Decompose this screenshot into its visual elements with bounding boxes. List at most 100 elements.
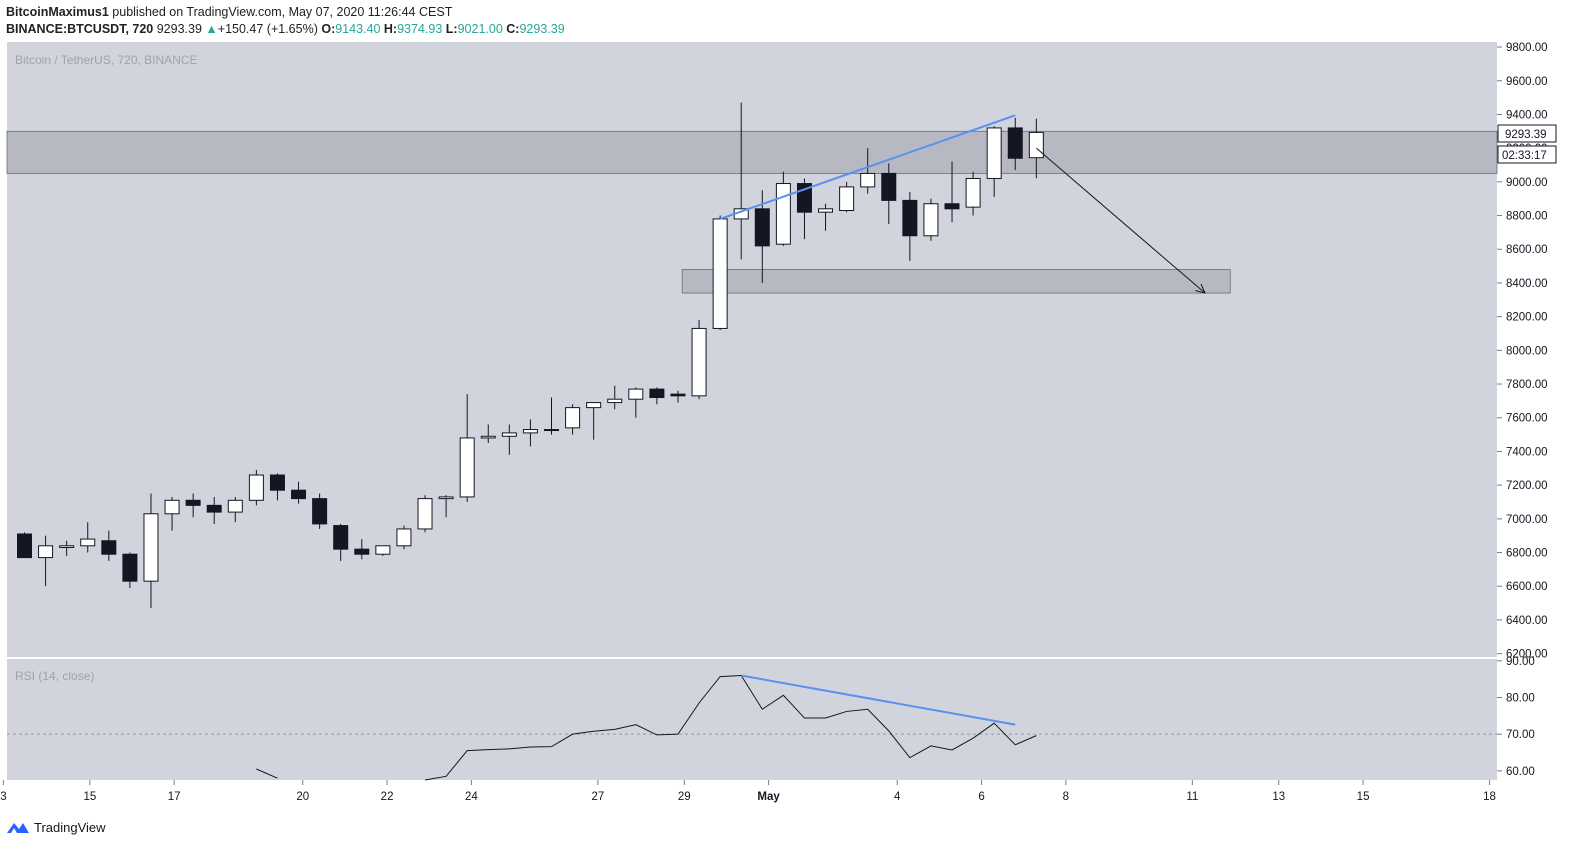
x-tick-label: 13	[1272, 791, 1285, 803]
x-tick-label: 3	[0, 791, 6, 803]
arrow-head	[1195, 283, 1206, 294]
y-tick-label: 6200.00	[1506, 649, 1548, 661]
rsi-line	[424, 674, 1037, 781]
candle-down	[902, 199, 918, 237]
close-value: 9293.39	[519, 22, 565, 36]
ohlc-legend: BINANCE:BTCUSDT, 720 9293.39 ▲+150.47 (+…	[6, 22, 565, 36]
candle-up	[1028, 131, 1044, 159]
candle-up	[586, 402, 602, 409]
candle-up	[80, 538, 96, 547]
candle-down	[754, 208, 770, 247]
rsi-tick-label: 80.00	[1506, 693, 1535, 705]
candle-up	[38, 545, 54, 559]
countdown-tag	[1497, 145, 1557, 164]
brand-logo[interactable]: TradingView	[6, 820, 106, 835]
open-label: O:	[321, 22, 336, 36]
author-name[interactable]: BitcoinMaximus1	[6, 5, 109, 19]
y-tick-label: 8800.00	[1506, 211, 1548, 223]
candle-down	[312, 498, 328, 525]
x-tick-label: 22	[381, 791, 394, 803]
candle-up	[417, 498, 433, 530]
publish-date: published on TradingView.com, May 07, 20…	[112, 5, 453, 19]
pane-title: Bitcoin / TetherUS, 720, BINANCE	[15, 53, 198, 67]
x-tick-label: 8	[1063, 791, 1069, 803]
candle-up	[396, 528, 412, 547]
support-zone	[681, 269, 1231, 294]
rsi-title: RSI (14, close)	[15, 669, 94, 683]
candle-up	[227, 499, 243, 513]
y-tick-label: 9800.00	[1506, 42, 1548, 54]
candle-up	[522, 429, 538, 434]
rsi-pane[interactable]	[7, 659, 1497, 780]
candle-up	[438, 496, 454, 500]
y-tick-label: 7600.00	[1506, 413, 1548, 425]
y-tick-label: 9000.00	[1506, 177, 1548, 189]
candle-up	[691, 327, 707, 397]
high-label: H:	[383, 22, 398, 36]
candle-up	[775, 183, 791, 245]
x-tick-label: 15	[83, 791, 96, 803]
candle-up	[860, 172, 876, 188]
price-tag	[1497, 124, 1557, 143]
rsi-tick-label: 60.00	[1506, 766, 1535, 778]
candle-down	[269, 474, 285, 491]
candle-down	[333, 525, 349, 550]
y-tick-label: 7800.00	[1506, 379, 1548, 391]
candle-up	[375, 545, 391, 555]
candle-up	[923, 203, 939, 237]
projection-arrow	[1036, 147, 1206, 294]
price-change: +150.47 (+1.65%)	[217, 22, 318, 36]
y-tick-label: 6600.00	[1506, 581, 1548, 593]
candle-down	[122, 553, 138, 582]
low-label: L:	[445, 22, 458, 36]
countdown-tag-text: 02:33:17	[1502, 150, 1547, 162]
y-tick-label: 7400.00	[1506, 446, 1548, 458]
x-tick-label: 20	[296, 791, 309, 803]
x-tick-label: 11	[1186, 791, 1198, 803]
high-value: 9374.93	[397, 22, 443, 36]
candle-up	[459, 437, 475, 498]
candle-up	[565, 407, 581, 429]
publish-info: BitcoinMaximus1 published on TradingView…	[6, 5, 452, 19]
candle-down	[649, 388, 665, 399]
candle-down	[670, 393, 686, 397]
y-tick-label: 9400.00	[1506, 109, 1548, 121]
x-tick-label: 29	[678, 791, 691, 803]
y-tick-label: 8200.00	[1506, 312, 1548, 324]
open-value: 9143.40	[335, 22, 381, 36]
candle-down	[101, 540, 117, 555]
rsi-divergence-line	[741, 674, 1016, 726]
up-arrow-icon: ▲	[205, 22, 218, 36]
candle-down	[17, 533, 32, 559]
x-tick-label: 18	[1483, 791, 1496, 803]
candle-up	[965, 177, 981, 208]
candle-up	[480, 435, 496, 439]
y-tick-label: 6400.00	[1506, 615, 1548, 627]
trendline	[719, 114, 1016, 220]
price-pane[interactable]	[7, 42, 1497, 657]
candle-up	[248, 474, 264, 501]
candle-up	[607, 398, 623, 404]
y-tick-label: 8400.00	[1506, 278, 1548, 290]
candle-up	[986, 127, 1002, 179]
brand-name: TradingView	[34, 820, 106, 835]
y-tick-label: 9600.00	[1506, 76, 1548, 88]
x-tick-label: 24	[465, 791, 478, 803]
candle-down	[1007, 127, 1023, 159]
tradingview-icon	[7, 823, 29, 833]
y-tick-label: 6800.00	[1506, 548, 1548, 560]
candle-up	[501, 432, 517, 437]
symbol-label: BINANCE:BTCUSDT, 720	[6, 22, 154, 36]
candle-up	[59, 545, 75, 548]
candle-up	[839, 186, 855, 211]
x-tick-label: 17	[168, 791, 181, 803]
last-price: 9293.39	[156, 22, 202, 36]
candle-up	[712, 218, 728, 329]
candle-down	[185, 499, 201, 506]
y-tick-label: 8000.00	[1506, 345, 1548, 357]
y-tick-label: 8600.00	[1506, 244, 1548, 256]
candle-up	[544, 429, 559, 432]
candle-up	[143, 513, 159, 582]
candle-down	[354, 548, 370, 555]
